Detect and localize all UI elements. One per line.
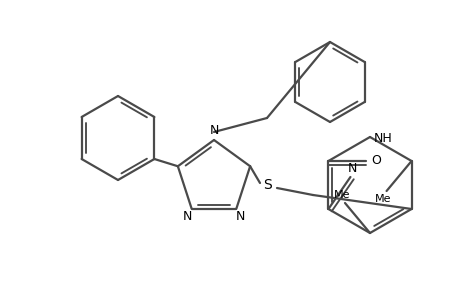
Text: N: N	[347, 163, 356, 176]
Text: Me: Me	[375, 194, 391, 204]
Text: N: N	[183, 210, 192, 223]
Text: S: S	[263, 178, 272, 192]
Text: N: N	[209, 124, 218, 136]
Text: N: N	[235, 210, 245, 223]
Text: O: O	[371, 154, 381, 167]
Text: NH: NH	[373, 133, 392, 146]
Text: Me: Me	[333, 190, 349, 200]
